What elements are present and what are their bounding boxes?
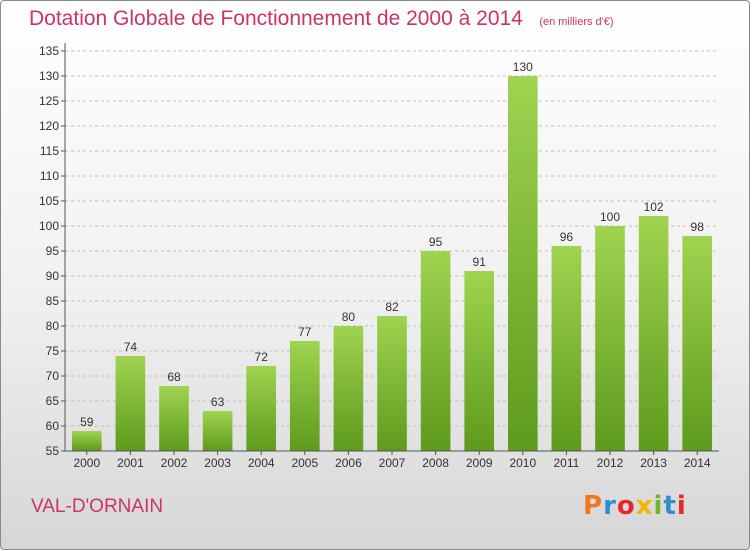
- y-tick-label: 80: [46, 319, 60, 333]
- logo-letter: t: [663, 491, 677, 521]
- bar-value-label: 96: [560, 230, 574, 244]
- commune-name: VAL-D'ORNAIN: [31, 496, 164, 517]
- labels: 55 60 65 70 75 80 85 90 95 100 105 110 115 120 125 130 1…: [39, 44, 711, 470]
- x-tick-label: 2005: [291, 456, 318, 470]
- bar-value-label: 72: [255, 350, 269, 364]
- y-tick-label: 70: [46, 369, 60, 383]
- x-tick-label: 2004: [248, 456, 275, 470]
- logo-letter: P: [583, 491, 604, 521]
- bar-value-label: 91: [473, 255, 487, 269]
- y-tick-label: 65: [46, 394, 60, 408]
- y-tick-label: 75: [46, 344, 60, 358]
- bar-2008: [420, 251, 451, 451]
- logo-letter: x: [635, 491, 654, 521]
- y-tick-label: 130: [39, 69, 59, 83]
- logo-letter: o: [616, 491, 636, 521]
- y-tick-label: 100: [39, 219, 59, 233]
- bar-2012: [595, 226, 625, 451]
- x-tick-label: 2008: [422, 456, 449, 470]
- y-tick-label: 95: [46, 244, 60, 258]
- chart-unit-note: (en milliers d'€): [539, 16, 614, 28]
- bar-2000: [71, 431, 102, 451]
- x-tick-label: 2001: [117, 456, 144, 470]
- bar-2014: [682, 236, 713, 451]
- x-tick-label: 2000: [73, 456, 100, 470]
- x-tick-label: 2006: [335, 456, 362, 470]
- x-tick-label: 2002: [161, 456, 188, 470]
- axes: [61, 43, 719, 455]
- y-tick-label: 115: [40, 144, 59, 158]
- bar-2007: [377, 316, 407, 451]
- x-tick-label: 2011: [553, 456, 579, 470]
- logo-letter: i: [653, 491, 664, 521]
- x-tick-label: 2009: [466, 456, 493, 470]
- x-tick-label: 2007: [379, 456, 406, 470]
- bar-value-label: 63: [211, 395, 225, 409]
- bar-2006: [333, 326, 364, 451]
- x-tick-label: 2010: [509, 456, 536, 470]
- y-tick-label: 120: [39, 119, 59, 133]
- bar-value-label: 100: [600, 210, 620, 224]
- chart-title: Dotation Globale de Fonctionnement de 20…: [29, 7, 614, 31]
- bar-2004: [246, 366, 277, 451]
- bar-2013: [638, 216, 669, 451]
- bar-2002: [159, 386, 189, 451]
- bar-value-label: 82: [385, 300, 399, 314]
- y-tick-label: 55: [46, 444, 60, 458]
- bar-value-label: 98: [691, 220, 705, 234]
- logo-letter: i: [676, 491, 687, 521]
- bar-2009: [464, 271, 495, 451]
- bar-value-label: 102: [644, 200, 664, 214]
- bar-2011: [551, 246, 582, 451]
- y-tick-label: 105: [39, 194, 59, 208]
- bar-2001: [115, 356, 146, 451]
- chart-title-text: Dotation Globale de Fonctionnement de 20…: [29, 7, 523, 30]
- x-tick-label: 2014: [684, 456, 711, 470]
- y-tick-label: 125: [39, 94, 59, 108]
- x-tick-label: 2012: [597, 456, 624, 470]
- bar-value-label: 77: [298, 325, 312, 339]
- bar-value-label: 68: [167, 370, 181, 384]
- y-tick-label: 110: [40, 169, 59, 183]
- bar-value-label: 80: [342, 310, 356, 324]
- logo-letter: r: [603, 491, 617, 521]
- y-tick-label: 135: [39, 44, 59, 58]
- proxiti-logo: Proxiti: [583, 491, 687, 521]
- x-tick-label: 2003: [204, 456, 231, 470]
- y-tick-label: 85: [46, 294, 60, 308]
- x-tick-label: 2013: [640, 456, 667, 470]
- y-tick-label: 90: [46, 269, 60, 283]
- bars: [71, 76, 713, 451]
- bar-2005: [289, 341, 320, 451]
- y-tick-label: 60: [46, 419, 60, 433]
- bar-value-label: 95: [429, 235, 443, 249]
- bar-value-label: 130: [513, 60, 533, 74]
- bar-2003: [202, 411, 233, 451]
- bar-value-label: 74: [124, 340, 138, 354]
- bar-value-label: 59: [80, 415, 94, 429]
- bar-2010: [507, 76, 538, 451]
